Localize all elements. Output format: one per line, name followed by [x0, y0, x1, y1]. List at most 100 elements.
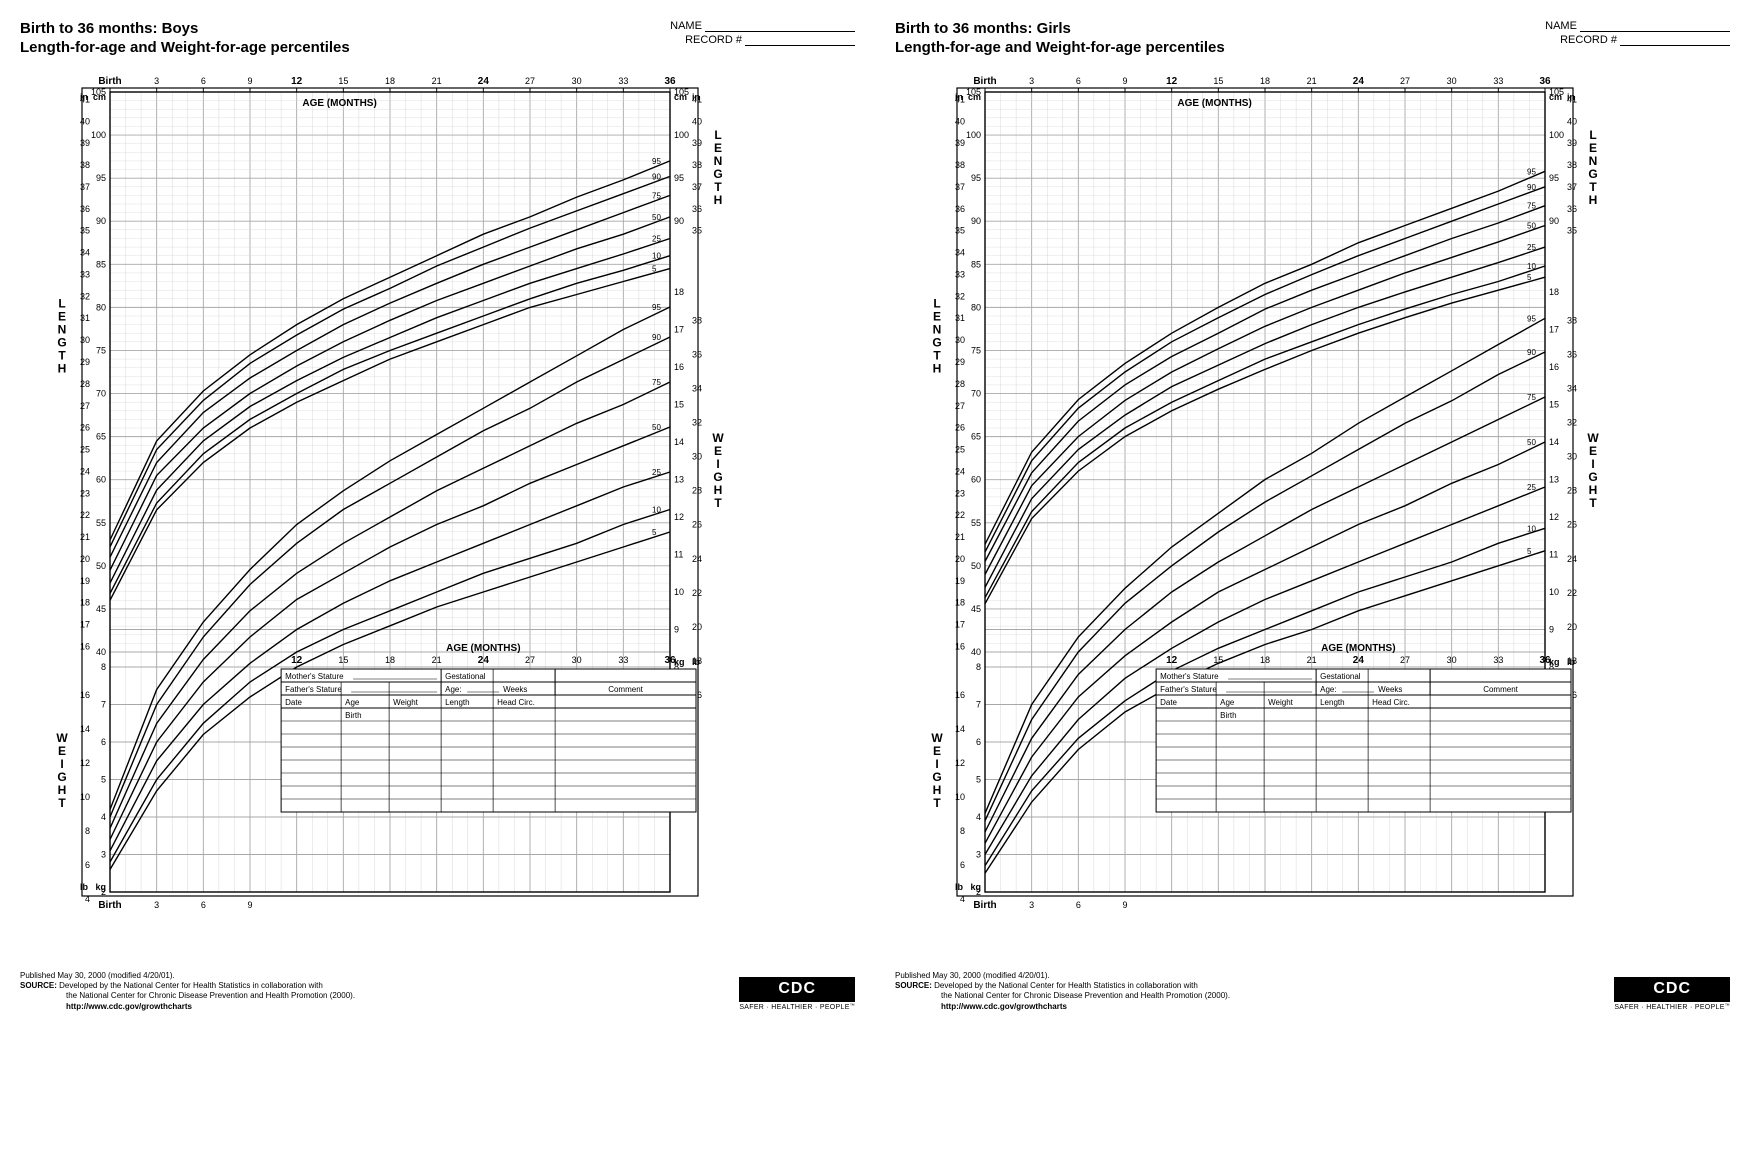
- svg-text:9: 9: [247, 900, 252, 910]
- svg-text:3: 3: [154, 900, 159, 910]
- svg-text:4: 4: [976, 812, 981, 822]
- svg-text:5: 5: [652, 264, 657, 273]
- svg-text:50: 50: [1527, 438, 1536, 447]
- svg-text:35: 35: [955, 225, 965, 235]
- svg-text:Date: Date: [1160, 698, 1177, 707]
- svg-text:G: G: [713, 470, 722, 484]
- svg-text:40: 40: [96, 647, 106, 657]
- svg-text:22: 22: [1567, 587, 1577, 597]
- svg-text:31: 31: [80, 313, 90, 323]
- svg-text:cm: cm: [674, 92, 687, 102]
- svg-text:26: 26: [1567, 519, 1577, 529]
- svg-text:N: N: [58, 322, 67, 336]
- svg-text:35: 35: [80, 225, 90, 235]
- name-field[interactable]: [1580, 31, 1730, 32]
- svg-text:8: 8: [85, 825, 90, 835]
- svg-text:65: 65: [96, 431, 106, 441]
- svg-text:lb: lb: [692, 657, 701, 667]
- svg-text:36: 36: [692, 203, 702, 213]
- svg-text:27: 27: [1400, 655, 1410, 665]
- svg-text:14: 14: [80, 723, 90, 733]
- svg-text:38: 38: [692, 160, 702, 170]
- svg-text:60: 60: [971, 474, 981, 484]
- svg-text:9: 9: [1549, 624, 1554, 634]
- svg-text:18: 18: [385, 76, 395, 86]
- svg-text:cm: cm: [1549, 92, 1562, 102]
- svg-text:25: 25: [1527, 483, 1536, 492]
- svg-text:Weight: Weight: [1268, 698, 1294, 707]
- svg-text:36: 36: [664, 76, 676, 87]
- svg-text:15: 15: [674, 399, 684, 409]
- svg-text:15: 15: [338, 76, 348, 86]
- svg-text:30: 30: [1567, 451, 1577, 461]
- svg-text:Age: Age: [1220, 698, 1235, 707]
- record-field[interactable]: [745, 45, 855, 46]
- svg-text:W: W: [712, 431, 724, 445]
- svg-text:85: 85: [96, 259, 106, 269]
- svg-text:90: 90: [1527, 348, 1536, 357]
- svg-text:Gestational: Gestational: [445, 672, 486, 681]
- svg-text:10: 10: [652, 251, 661, 260]
- svg-text:AGE (MONTHS): AGE (MONTHS): [1321, 643, 1395, 654]
- svg-text:38: 38: [692, 315, 702, 325]
- svg-text:21: 21: [1307, 655, 1317, 665]
- svg-text:26: 26: [692, 519, 702, 529]
- svg-text:in: in: [955, 92, 963, 102]
- svg-text:6: 6: [976, 737, 981, 747]
- svg-text:15: 15: [1213, 76, 1223, 86]
- svg-text:19: 19: [80, 575, 90, 585]
- svg-text:10: 10: [80, 791, 90, 801]
- svg-text:32: 32: [1567, 417, 1577, 427]
- svg-text:24: 24: [478, 76, 490, 87]
- svg-text:17: 17: [674, 324, 684, 334]
- record-label: RECORD #: [1560, 34, 1617, 46]
- svg-text:lb: lb: [80, 882, 89, 892]
- svg-text:27: 27: [525, 76, 535, 86]
- svg-text:H: H: [1589, 193, 1598, 207]
- chart-title: Birth to 36 months: Boys Length-for-age …: [20, 20, 350, 58]
- record-field[interactable]: [1620, 45, 1730, 46]
- svg-text:L: L: [714, 128, 721, 142]
- svg-text:N: N: [714, 154, 723, 168]
- svg-text:17: 17: [955, 619, 965, 629]
- svg-text:75: 75: [652, 191, 661, 200]
- svg-text:90: 90: [1527, 182, 1536, 191]
- svg-text:33: 33: [618, 76, 628, 86]
- svg-text:Comment: Comment: [608, 685, 643, 694]
- svg-text:E: E: [58, 309, 66, 323]
- name-field[interactable]: [705, 31, 855, 32]
- svg-text:95: 95: [674, 173, 684, 183]
- svg-text:16: 16: [80, 641, 90, 651]
- svg-text:AGE (MONTHS): AGE (MONTHS): [302, 98, 376, 109]
- svg-text:39: 39: [1567, 138, 1577, 148]
- svg-text:50: 50: [652, 212, 661, 221]
- svg-text:E: E: [714, 141, 722, 155]
- svg-text:L: L: [933, 296, 940, 310]
- svg-text:22: 22: [955, 510, 965, 520]
- svg-text:30: 30: [1447, 655, 1457, 665]
- svg-text:16: 16: [955, 689, 965, 699]
- svg-text:30: 30: [572, 76, 582, 86]
- svg-text:W: W: [1587, 431, 1599, 445]
- svg-text:4: 4: [101, 812, 106, 822]
- svg-text:lb: lb: [1567, 657, 1576, 667]
- svg-text:27: 27: [80, 400, 90, 410]
- svg-text:16: 16: [955, 641, 965, 651]
- svg-text:36: 36: [955, 203, 965, 213]
- svg-text:N: N: [933, 322, 942, 336]
- svg-text:E: E: [933, 744, 941, 758]
- svg-text:3: 3: [101, 849, 106, 859]
- svg-text:24: 24: [1567, 553, 1577, 563]
- svg-text:39: 39: [80, 138, 90, 148]
- svg-text:75: 75: [1527, 393, 1536, 402]
- svg-text:45: 45: [96, 603, 106, 613]
- svg-text:kg: kg: [95, 882, 106, 892]
- svg-text:Length: Length: [1320, 698, 1344, 707]
- svg-text:50: 50: [971, 560, 981, 570]
- svg-text:33: 33: [1493, 76, 1503, 86]
- svg-text:kg: kg: [970, 882, 981, 892]
- svg-text:10: 10: [955, 791, 965, 801]
- svg-text:6: 6: [201, 900, 206, 910]
- svg-text:Weeks: Weeks: [503, 685, 527, 694]
- svg-text:10: 10: [1527, 524, 1536, 533]
